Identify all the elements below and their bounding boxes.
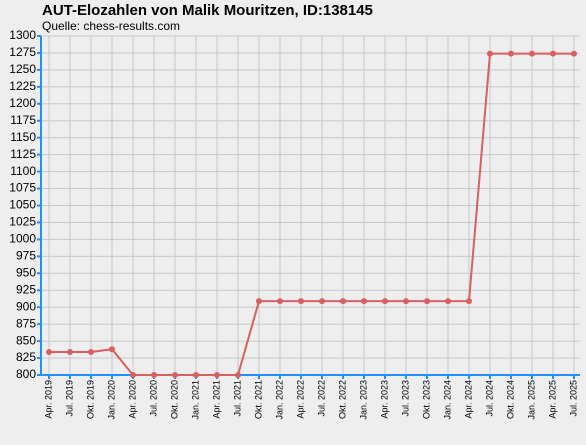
y-tick-label: 950 xyxy=(16,265,36,279)
y-tick-label: 850 xyxy=(16,333,36,347)
x-tick-label: Apr. 2019 xyxy=(43,380,53,419)
x-tick-label: Okt. 2020 xyxy=(169,380,179,419)
y-tick-label: 1275 xyxy=(9,45,36,59)
x-tick-label: Apr. 2020 xyxy=(127,380,137,419)
data-point xyxy=(361,298,367,305)
data-point xyxy=(466,298,472,305)
data-point xyxy=(256,298,262,305)
data-point xyxy=(571,50,577,57)
y-tick-label: 1200 xyxy=(9,96,36,110)
x-tick-label: Apr. 2021 xyxy=(211,380,221,419)
data-point xyxy=(487,50,493,57)
x-tick-label: Jul. 2021 xyxy=(232,380,242,417)
x-tick-label: Jul. 2023 xyxy=(400,380,410,417)
y-tick-label: 1100 xyxy=(10,164,36,178)
x-tick-label: Okt. 2022 xyxy=(337,380,347,419)
y-tick-label: 900 xyxy=(16,299,36,313)
data-point xyxy=(130,372,136,378)
y-tick-label: 1225 xyxy=(9,79,36,93)
data-point xyxy=(340,298,346,305)
data-point xyxy=(277,298,283,305)
data-point xyxy=(235,372,241,378)
data-point xyxy=(67,348,73,355)
y-tick-label: 1025 xyxy=(9,215,36,229)
y-tick-label: 1075 xyxy=(9,181,36,195)
data-point xyxy=(214,372,220,378)
x-tick-label: Jan. 2023 xyxy=(358,380,368,420)
x-tick-label: Okt. 2019 xyxy=(85,380,95,419)
data-point xyxy=(151,372,157,378)
y-tick-label: 1250 xyxy=(9,62,36,76)
y-tick-label: 1125 xyxy=(10,147,36,161)
data-point xyxy=(193,372,199,378)
x-tick-label: Apr. 2023 xyxy=(379,380,389,419)
x-tick-label: Jul. 2020 xyxy=(148,380,158,417)
y-tick-label: 975 xyxy=(16,249,36,263)
x-tick-label: Jul. 2019 xyxy=(64,380,74,417)
y-tick-label: 800 xyxy=(16,367,36,381)
data-line xyxy=(49,52,574,376)
data-point xyxy=(382,298,388,305)
x-tick-label: Jul. 2025 xyxy=(568,380,578,417)
y-tick-label: 825 xyxy=(16,350,36,364)
x-tick-label: Apr. 2025 xyxy=(547,380,557,419)
data-point xyxy=(550,50,556,57)
data-point xyxy=(529,50,535,57)
y-tick-label: 1300 xyxy=(9,28,36,42)
data-point xyxy=(445,298,451,305)
data-point xyxy=(403,298,409,305)
y-tick-label: 1050 xyxy=(9,198,36,212)
data-point xyxy=(508,50,514,57)
x-tick-label: Jul. 2024 xyxy=(484,380,494,417)
y-tick-label: 875 xyxy=(16,316,36,330)
data-point xyxy=(88,348,94,355)
x-tick-label: Apr. 2022 xyxy=(295,380,305,419)
y-tick-label: 925 xyxy=(16,282,36,296)
data-point xyxy=(319,298,325,305)
x-tick-label: Jan. 2024 xyxy=(442,380,452,420)
x-tick-label: Jan. 2020 xyxy=(106,380,116,420)
chart-title: AUT-Elozahlen von Malik Mouritzen, ID:13… xyxy=(42,2,373,19)
data-point xyxy=(424,298,430,305)
data-point xyxy=(46,348,52,355)
x-tick-label: Okt. 2024 xyxy=(505,380,515,419)
x-tick-label: Jan. 2021 xyxy=(190,380,200,420)
y-tick-label: 1150 xyxy=(10,130,36,144)
x-tick-label: Okt. 2023 xyxy=(421,380,431,419)
x-tick-label: Jul. 2022 xyxy=(316,380,326,417)
x-tick-label: Jan. 2025 xyxy=(526,380,536,420)
data-point xyxy=(109,346,115,353)
chart-subtitle: Quelle: chess-results.com xyxy=(42,19,180,33)
data-point xyxy=(172,372,178,378)
y-tick-label: 1000 xyxy=(9,232,36,246)
x-tick-label: Okt. 2021 xyxy=(253,380,263,419)
x-tick-label: Apr. 2024 xyxy=(463,380,473,419)
x-tick-label: Jan. 2022 xyxy=(274,380,284,420)
data-point xyxy=(298,298,304,305)
y-tick-label: 1175 xyxy=(10,113,36,127)
